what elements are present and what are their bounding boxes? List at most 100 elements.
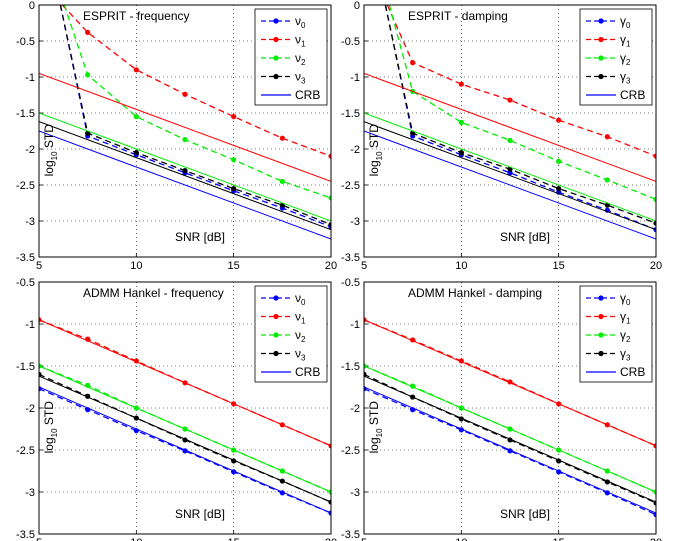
legend-marker xyxy=(273,313,279,320)
legend-marker xyxy=(598,36,604,43)
y-tick-label: -1 xyxy=(350,319,360,331)
y-tick-label: -1 xyxy=(350,72,360,84)
legend-label: γ2 xyxy=(620,328,631,344)
legend-label: ν1 xyxy=(295,33,306,49)
series-group xyxy=(364,317,656,518)
axes-frame xyxy=(38,4,332,258)
crb-line-6 xyxy=(364,112,656,222)
crb-line-5 xyxy=(364,319,656,447)
legend-label: CRB xyxy=(620,88,645,102)
y-tick-label: -1.5 xyxy=(341,361,360,373)
x-tick-label: 20 xyxy=(325,537,337,541)
legend-label: ν3 xyxy=(295,70,306,86)
data-point xyxy=(364,371,367,377)
x-tick-label: 15 xyxy=(228,537,240,541)
axes-frame xyxy=(38,281,332,535)
crb-line-6 xyxy=(39,365,331,493)
legend-marker xyxy=(598,18,604,24)
data-point xyxy=(182,168,188,174)
legend-marker xyxy=(273,55,279,61)
panel-espirit-damping: 5 10 15 20 0 -0.5 -1 -1.5 -2 -2.5 -3 -3.5 ESPRIT - d… xyxy=(341,0,662,272)
y-axis-label: log10 STD xyxy=(42,401,59,454)
y-tick-label: -1.5 xyxy=(16,108,35,120)
legend-label: ν2 xyxy=(295,51,306,67)
legend: γ0 γ1 γ2 γ3 CRB xyxy=(579,8,653,106)
legend-label: γ2 xyxy=(620,51,631,67)
panel-admm-hankel-damping: 5 10 15 20 -0.5 -1 -1.5 -2 -2.5 -3 -3.5 ADMM Hankel… xyxy=(341,277,662,541)
x-tick-label: 10 xyxy=(130,260,142,272)
legend-label: γ0 xyxy=(620,14,631,30)
y-tick-label: -0.5 xyxy=(16,36,35,48)
y-tick-label: -1 xyxy=(25,319,35,331)
crb-line-7 xyxy=(39,121,331,231)
y-axis-label: log10 STD xyxy=(367,124,384,177)
data-point xyxy=(182,137,188,143)
data-point xyxy=(85,72,91,78)
legend: γ0 γ1 γ2 γ3 CRB xyxy=(579,285,653,383)
chart-title: ESPRIT - damping xyxy=(408,9,508,23)
y-tick-label: 0 xyxy=(354,0,360,12)
legend-box xyxy=(579,8,653,106)
legend-marker xyxy=(598,55,604,61)
y-tick-label: -2 xyxy=(350,144,360,156)
x-tick-label: 5 xyxy=(36,260,42,272)
panel-espirit-frequency: 5 10 15 20 0 -0.5 -1 -1.5 -2 -2.5 -3 -3.5 ESPRIT - f… xyxy=(16,0,337,272)
x-axis-label: SNR [dB] xyxy=(500,507,550,521)
crb-line-4 xyxy=(364,386,656,514)
y-tick-label: -2 xyxy=(25,144,35,156)
legend-marker xyxy=(598,350,604,357)
legend-marker xyxy=(273,73,279,80)
x-tick-label: 15 xyxy=(553,260,565,272)
y-tick-label: -3.5 xyxy=(16,529,35,541)
y-tick-label: -3.5 xyxy=(341,252,360,264)
x-tick-label: 10 xyxy=(455,537,467,541)
y-axis-label: log10 STD xyxy=(42,124,59,177)
x-tick-label: 20 xyxy=(650,537,662,541)
data-point xyxy=(133,67,139,73)
data-point xyxy=(458,119,464,125)
data-point xyxy=(231,157,237,163)
crb-line-7 xyxy=(364,375,656,503)
legend-label: ν1 xyxy=(295,310,306,326)
y-tick-label: -3 xyxy=(25,487,35,499)
data-point xyxy=(410,60,416,66)
crb-line-5 xyxy=(39,319,331,447)
data-point xyxy=(507,137,513,143)
data-point xyxy=(182,91,188,97)
y-tick-label: -3 xyxy=(350,487,360,499)
legend-marker xyxy=(598,295,604,301)
y-tick-label: -0.5 xyxy=(341,36,360,48)
x-tick-label: 20 xyxy=(325,260,337,272)
data-point xyxy=(85,29,91,35)
data-point xyxy=(604,134,610,140)
legend-label: γ3 xyxy=(620,70,631,86)
legend-marker xyxy=(598,313,604,320)
legend-box xyxy=(254,8,328,106)
y-tick-label: -1.5 xyxy=(16,361,35,373)
y-tick-label: -3.5 xyxy=(16,252,35,264)
series-group xyxy=(39,5,331,240)
crb-line-4 xyxy=(39,130,331,240)
legend-marker xyxy=(273,332,279,338)
data-point xyxy=(653,153,656,159)
legend: ν0 ν1 ν2 ν3 CRB xyxy=(254,8,328,106)
y-tick-label: -2 xyxy=(350,403,360,415)
x-axis-label: SNR [dB] xyxy=(175,230,225,244)
data-point xyxy=(556,117,562,123)
y-tick-label: -3 xyxy=(350,216,360,228)
x-tick-label: 5 xyxy=(361,260,367,272)
legend: ν0 ν1 ν2 ν3 CRB xyxy=(254,285,328,383)
y-tick-label: -2.5 xyxy=(16,180,35,192)
legend-marker xyxy=(598,73,604,80)
crb-line-5 xyxy=(364,72,656,182)
y-tick-label: 0 xyxy=(29,0,35,12)
data-point xyxy=(458,150,464,156)
x-tick-label: 10 xyxy=(130,537,142,541)
y-tick-label: -1 xyxy=(25,72,35,84)
y-tick-label: -1.5 xyxy=(341,108,360,120)
legend-marker xyxy=(273,295,279,301)
data-point xyxy=(279,135,285,141)
legend-marker xyxy=(273,18,279,24)
data-point xyxy=(279,178,285,184)
data-point xyxy=(328,222,331,228)
